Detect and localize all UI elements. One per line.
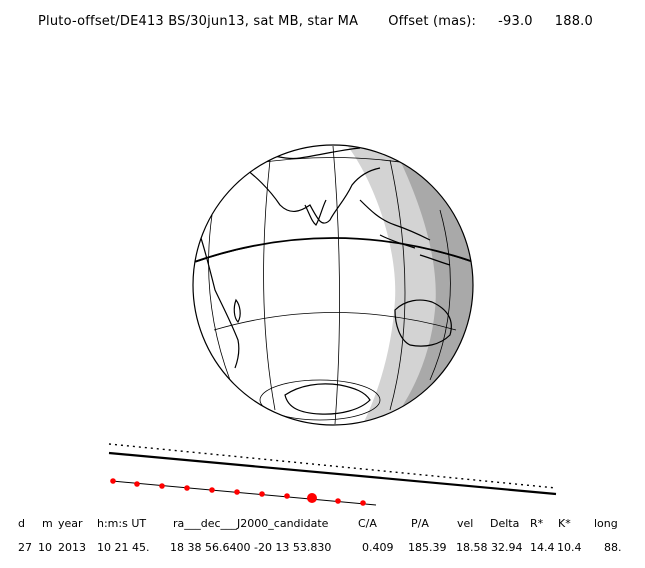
value-long: 88.: [604, 541, 622, 554]
continents: [199, 147, 452, 415]
plot-title: Pluto-offset/DE413 BS/30jun13, sat MB, s…: [38, 14, 593, 29]
value-r-star: 14.4: [530, 541, 555, 554]
header-time: h:m:s UT: [97, 517, 147, 530]
offset-y-value: 188.0: [554, 14, 593, 29]
antarctic-circle: [259, 379, 381, 421]
equator-line: [193, 237, 473, 263]
offset-x-value: -93.0: [498, 14, 533, 29]
header-pa: P/A: [411, 517, 429, 530]
time-track: [110, 478, 377, 506]
track-dot: [360, 500, 366, 506]
track-line: [111, 480, 377, 506]
value-delta: 32.94: [491, 541, 523, 554]
title-main: Pluto-offset/DE413 BS/30jun13, sat MB, s…: [38, 14, 359, 29]
value-pa: 185.39: [408, 541, 447, 554]
track-dot: [335, 498, 341, 504]
value-k-star: 10.4: [557, 541, 582, 554]
graticule: [195, 145, 473, 425]
track-dot: [159, 483, 165, 489]
header-delta: Delta: [490, 517, 520, 530]
table-values-row: 27 10 2013 10 21 45. 18 38 56.6400 -20 1…: [0, 541, 645, 557]
value-vel: 18.58: [456, 541, 488, 554]
track-dot: [134, 481, 140, 487]
value-time: 10 21 45.: [97, 541, 150, 554]
value-month: 10: [38, 541, 52, 554]
header-k-star: K*: [558, 517, 571, 530]
track-dot: [184, 485, 190, 491]
header-ca: C/A: [358, 517, 377, 530]
value-year: 2013: [58, 541, 86, 554]
shadow-limit-dotted: [108, 443, 557, 489]
header-month: m: [42, 517, 53, 530]
header-radec: ra___dec___J2000_candidate: [173, 517, 329, 530]
track-dot: [110, 478, 116, 484]
table-header-row: d m year h:m:s UT ra___dec___J2000_candi…: [0, 517, 645, 533]
track-dot: [259, 491, 265, 497]
header-year: year: [58, 517, 83, 530]
globe-outline: [192, 144, 474, 426]
value-ca: 0.409: [362, 541, 394, 554]
track-dot: [284, 493, 290, 499]
track-dot: [209, 487, 215, 493]
shadow-centerline: [108, 451, 557, 496]
value-day: 27: [18, 541, 32, 554]
offset-label: Offset (mas):: [388, 14, 477, 29]
globe: [192, 144, 474, 426]
header-vel: vel: [457, 517, 474, 530]
header-long: long: [594, 517, 618, 530]
value-radec: 18 38 56.6400 -20 13 53.830: [170, 541, 332, 554]
header-day: d: [18, 517, 25, 530]
track-dot-central: [307, 493, 317, 503]
track-dot: [234, 489, 240, 495]
header-r-star: R*: [530, 517, 544, 530]
